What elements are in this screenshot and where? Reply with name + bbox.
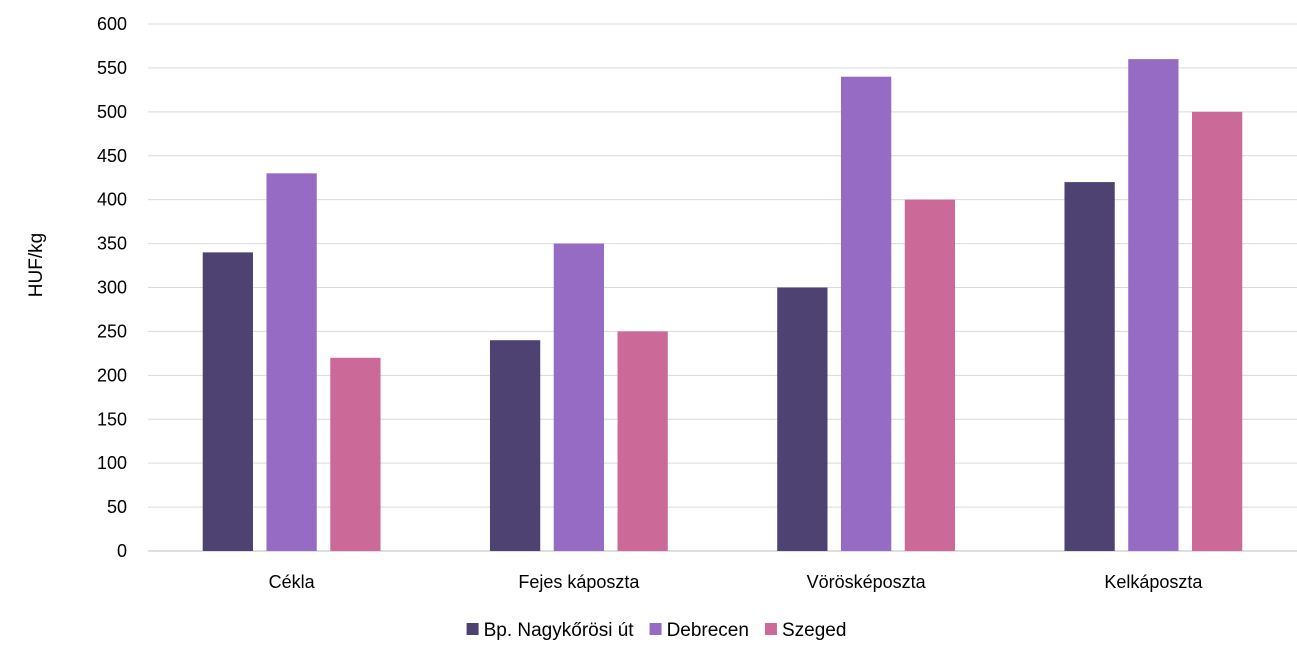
x-category-label: Fejes káposzta bbox=[518, 572, 640, 592]
legend-label: Szeged bbox=[782, 620, 846, 641]
legend-item: Szeged bbox=[764, 620, 846, 641]
y-tick-label: 150 bbox=[97, 409, 127, 429]
y-tick-label: 300 bbox=[97, 278, 127, 298]
y-tick-label: 0 bbox=[117, 541, 127, 561]
legend-swatch bbox=[649, 623, 662, 635]
legend-item: Debrecen bbox=[649, 620, 749, 641]
bar-2-1 bbox=[266, 173, 317, 552]
bar-1-1 bbox=[202, 252, 253, 551]
gridlines bbox=[148, 23, 1297, 552]
x-category-label: Kelkáposzta bbox=[1104, 572, 1203, 592]
y-tick-label: 200 bbox=[97, 365, 127, 385]
bar-1-3 bbox=[777, 287, 828, 551]
x-axis-category-labels: Cékla Fejes káposzta Vörösképoszta Kelkápos… bbox=[269, 572, 1204, 592]
y-tick-label: 50 bbox=[107, 497, 127, 517]
bar-1-4 bbox=[1064, 182, 1115, 551]
bar-3-1 bbox=[330, 357, 381, 551]
bar-3-3 bbox=[904, 199, 956, 551]
legend-label: Bp. Nagykőrösi út bbox=[484, 620, 635, 641]
y-tick-label: 100 bbox=[97, 453, 127, 473]
legend-item: Bp. Nagykőrösi út bbox=[466, 620, 635, 641]
bar-1-2 bbox=[489, 340, 541, 551]
bars bbox=[202, 59, 1243, 552]
y-tick-label: 400 bbox=[97, 190, 127, 210]
legend-label: Debrecen bbox=[667, 620, 749, 641]
bar-3-4 bbox=[1192, 111, 1243, 551]
legend-swatch bbox=[764, 623, 777, 635]
bar-2-3 bbox=[840, 76, 892, 551]
legend-swatch bbox=[466, 623, 479, 635]
x-category-label: Cékla bbox=[269, 572, 316, 592]
y-axis-title: HUF/kg bbox=[26, 233, 47, 297]
y-tick-label: 600 bbox=[97, 14, 127, 34]
y-tick-label: 250 bbox=[97, 321, 127, 341]
y-axis-tick-labels: 0 50 100 150 200 250 300 350 400 450 500 550 600 bbox=[97, 14, 127, 561]
bar-3-2 bbox=[617, 331, 668, 551]
y-tick-label: 450 bbox=[97, 146, 127, 166]
legend: Bp. Nagykőrösi út Debrecen Szeged bbox=[466, 620, 846, 641]
y-tick-label: 500 bbox=[97, 102, 127, 122]
bar-2-2 bbox=[553, 243, 605, 552]
x-category-label: Vörösképoszta bbox=[807, 572, 927, 592]
y-tick-label: 550 bbox=[97, 58, 127, 78]
y-tick-label: 350 bbox=[97, 234, 127, 254]
bar-2-4 bbox=[1128, 59, 1179, 552]
